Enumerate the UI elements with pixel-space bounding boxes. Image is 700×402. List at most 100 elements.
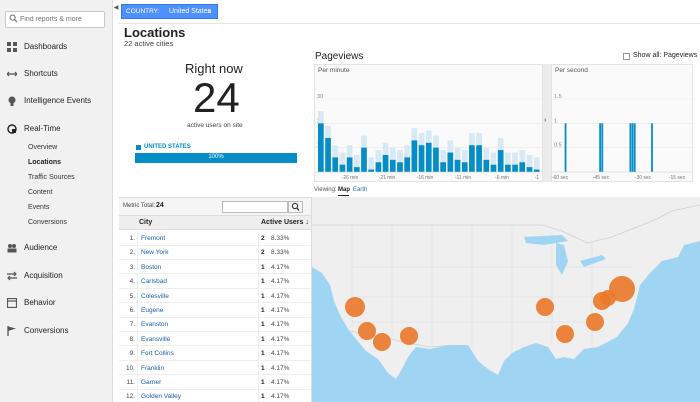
row-index: 7. xyxy=(129,321,135,329)
city-link[interactable]: Carlsbad xyxy=(141,278,168,286)
bar xyxy=(382,154,389,172)
realtime-traffic-sources-link[interactable]: Traffic Sources xyxy=(28,174,75,181)
nav-label: Conversions xyxy=(24,326,69,335)
locations-table: Metric Total: 24 City Active Users ↓ 1. F… xyxy=(119,197,311,402)
country-share-pct: 100% xyxy=(208,154,224,160)
table-header: City Active Users ↓ xyxy=(119,216,311,230)
bar-shadow xyxy=(440,150,446,172)
nav-shortcuts[interactable]: Shortcuts xyxy=(0,65,113,83)
column-header-active-users[interactable]: Active Users ↓ xyxy=(261,219,309,226)
nav-real-time[interactable]: Real-Time xyxy=(0,120,113,138)
city-link[interactable]: Eugene xyxy=(141,307,164,314)
city-link[interactable]: Golden Valley xyxy=(141,393,181,401)
column-header-city[interactable]: City xyxy=(139,219,153,226)
audience-people-icon xyxy=(7,244,17,253)
nav-label: Acquisition xyxy=(24,271,63,280)
show-all-checkbox[interactable] xyxy=(623,53,630,60)
bar-shadow xyxy=(483,147,490,172)
chart-expand-arrow[interactable]: › xyxy=(543,64,551,182)
right-now-title: Right now xyxy=(185,61,243,76)
table-row: 9. Fort Collins 1 4.17% xyxy=(119,346,311,361)
active-users-value: 1 xyxy=(261,321,265,329)
city-link[interactable]: Fremont xyxy=(141,235,166,242)
bar xyxy=(631,123,634,172)
y-tick-label: 30 xyxy=(317,94,323,100)
close-icon[interactable]: × xyxy=(207,7,212,16)
y-tick-label: 0.5 xyxy=(554,143,562,149)
city-link[interactable]: Evansville xyxy=(141,335,171,343)
realtime-locations-link[interactable]: Locations xyxy=(28,159,62,166)
nav-conversions[interactable]: Conversions xyxy=(0,322,113,340)
bar xyxy=(433,147,439,172)
bar xyxy=(440,162,446,172)
city-link[interactable]: Franklin xyxy=(141,364,165,372)
nav-label: Real-Time xyxy=(24,124,61,133)
active-users-value: 1 xyxy=(261,364,265,372)
cell-divider xyxy=(258,317,259,332)
table-filter-input[interactable] xyxy=(222,201,288,213)
nav-acquisition[interactable]: Acquisition xyxy=(0,267,113,285)
view-earth-tab[interactable]: Earth xyxy=(353,187,368,193)
bar xyxy=(318,123,324,172)
table-row: 6. Eugene 1 4.17% xyxy=(119,303,311,318)
per-minute-label: Per minute xyxy=(318,67,350,74)
city-link[interactable]: Colesville xyxy=(141,292,169,300)
sort-desc-icon: ↓ xyxy=(305,219,309,226)
bar xyxy=(476,145,482,172)
realtime-events-link[interactable]: Events xyxy=(28,204,50,211)
collapse-sidebar-icon[interactable]: ◀ xyxy=(113,5,119,11)
nav-dashboards[interactable]: Dashboards xyxy=(0,38,113,56)
table-row: 1. Fremont 2 8.33% xyxy=(119,231,311,246)
realtime-conversions-link[interactable]: Conversions xyxy=(28,219,67,226)
table-filter-button[interactable] xyxy=(288,201,303,213)
bar xyxy=(564,123,567,172)
row-index: 4. xyxy=(129,278,135,286)
realtime-overview-link[interactable]: Overview xyxy=(28,144,58,151)
active-users-value: 1 xyxy=(261,393,265,401)
state-lines xyxy=(351,225,632,353)
nav-intelligence-events[interactable]: Intelligence Events xyxy=(0,92,113,110)
cell-divider xyxy=(258,274,259,289)
cell-divider xyxy=(258,303,259,317)
map-svg xyxy=(312,197,700,379)
bar-shadow xyxy=(375,150,382,172)
cell-divider xyxy=(258,331,259,346)
filter-value: United States xyxy=(169,8,212,15)
search-input[interactable] xyxy=(20,13,102,26)
country-share-bar: 100% xyxy=(135,153,297,163)
city-link[interactable]: New York xyxy=(141,249,169,257)
city-marker xyxy=(556,325,574,343)
active-users-pct: 4.17% xyxy=(271,263,290,271)
active-users-value: 1 xyxy=(261,263,265,271)
active-users-pct: 4.17% xyxy=(271,335,290,343)
country-filter-chip[interactable]: COUNTRY: United States × xyxy=(121,4,218,19)
bar xyxy=(418,145,425,172)
row-index: 12. xyxy=(125,393,135,401)
bar xyxy=(497,150,504,172)
bar-shadow xyxy=(353,154,360,172)
bar xyxy=(651,123,653,172)
table-row: 10. Franklin 1 4.17% xyxy=(119,360,311,376)
x-tick-label: -30 sec xyxy=(635,175,652,181)
lake-superior xyxy=(524,235,568,245)
sidebar-search[interactable] xyxy=(5,11,105,28)
table-row: 12. Golden Valley 1 4.17% xyxy=(119,389,311,402)
city-link[interactable]: Boston xyxy=(141,263,162,271)
lake-erie xyxy=(580,255,606,267)
nav-behavior[interactable]: Behavior xyxy=(0,294,113,312)
row-index: 3. xyxy=(129,263,135,271)
realtime-content-link[interactable]: Content xyxy=(28,189,53,196)
city-link[interactable]: Garner xyxy=(141,379,162,386)
view-map-underline xyxy=(338,195,349,196)
x-tick-label: -21 min xyxy=(379,175,396,181)
city-link[interactable]: Evanston xyxy=(141,321,169,329)
nav-audience[interactable]: Audience xyxy=(0,239,113,257)
city-link[interactable]: Fort Collins xyxy=(141,350,174,358)
table-row: 2. New York 2 8.33% xyxy=(119,245,311,260)
bar-shadow xyxy=(533,157,540,172)
cell-divider xyxy=(137,245,138,260)
bar-shadow xyxy=(490,152,497,172)
usa-map[interactable] xyxy=(312,197,700,402)
view-map-tab[interactable]: Map xyxy=(338,187,350,193)
bar xyxy=(629,123,632,172)
